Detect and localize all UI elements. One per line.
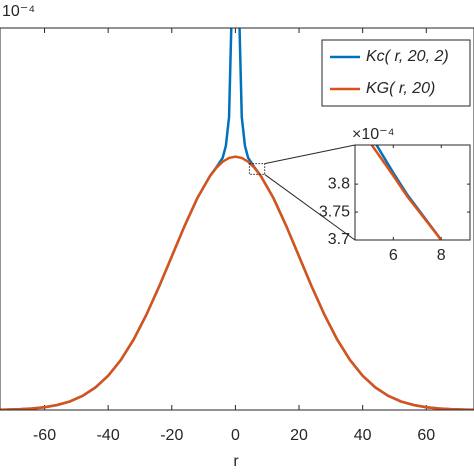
inset-background [355,145,470,240]
zoom-connector [264,144,356,165]
zoom-connector [264,174,356,241]
x-tick-label: 40 [354,427,372,444]
x-tick-label: 6 [389,247,398,264]
x-tick-label: 60 [417,427,435,444]
x-tick-label: -20 [160,427,183,444]
series-line [0,155,474,410]
y-tick-label: 3.75 [319,203,350,220]
y-scale-label: 10⁻⁴ [2,3,35,20]
x-tick-label: 20 [290,427,308,444]
plot-frame [0,27,474,411]
series-line [370,145,443,240]
legend-label: Kc( r, 20, 2) [366,48,449,65]
legend-label: KG( r, 20) [366,80,435,97]
x-tick-label: -60 [33,427,56,444]
x-axis-label: r [233,453,239,470]
y-tick-label: 3.8 [328,175,350,192]
inset-y-scale-label: ×10⁻⁴ [352,126,395,143]
x-tick-label: 8 [437,247,446,264]
x-tick-label: 0 [231,427,240,444]
y-tick-label: 3.7 [328,231,350,248]
legend-box [321,39,471,107]
zoom-box [248,163,266,175]
x-tick-label: -40 [97,427,120,444]
plot-frame [354,144,471,241]
